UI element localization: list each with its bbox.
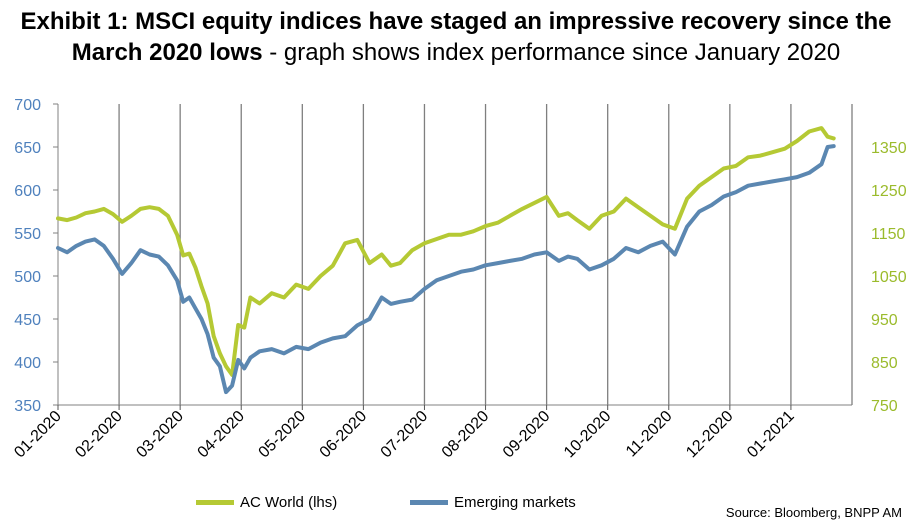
x-axis-ticks: 01-2020 02-2020 03-2020 04-2020 05-2020 06-20…	[11, 405, 798, 461]
right-tick-label-850: 850	[871, 355, 898, 372]
left-tick-label-600: 600	[14, 183, 41, 200]
legend-swatch-emerging	[410, 500, 448, 505]
left-tick-label-450: 450	[14, 312, 41, 329]
left-tick-label-500: 500	[14, 269, 41, 286]
x-tick-label-02-2020: 02-2020	[72, 408, 126, 462]
legend-label-ac-world: AC World (lhs)	[240, 494, 338, 511]
title-line-1: Exhibit 1: MSCI equity indices have stag…	[20, 8, 892, 35]
x-tick-label-08-2020: 08-2020	[439, 408, 493, 462]
left-tick-label-700: 700	[14, 97, 41, 114]
right-axis-ticks: 750 850 950 1050 1150 1250 1350	[871, 140, 907, 415]
left-tick-label-350: 350	[14, 398, 41, 415]
right-tick-label-1250: 1250	[871, 183, 907, 200]
chart-grid	[118, 104, 853, 405]
x-tick-label-12-2020: 12-2020	[683, 408, 737, 462]
x-tick-label-05-2020: 05-2020	[256, 408, 310, 462]
x-tick-label-03-2020: 03-2020	[133, 408, 187, 462]
x-tick-label-09-2020: 09-2020	[500, 408, 554, 462]
x-tick-label-06-2020: 06-2020	[317, 408, 371, 462]
x-tick-label-01-2021: 01-2021	[744, 408, 798, 462]
legend-item-ac-world: AC World (lhs)	[196, 494, 337, 511]
legend-label-emerging: Emerging markets	[454, 494, 576, 511]
x-tick-label-01-2020: 01-2020	[11, 408, 65, 462]
chart-title: Exhibit 1: MSCI equity indices have stag…	[0, 6, 912, 68]
series-layer	[56, 126, 836, 395]
legend-swatch-ac-world	[196, 500, 234, 505]
title-line-2-bold: March 2020 lows	[71, 39, 263, 66]
legend: AC World (lhs) Emerging markets	[0, 492, 912, 518]
x-tick-label-04-2020: 04-2020	[195, 408, 249, 462]
x-tick-label-11-2020: 11-2020	[623, 408, 676, 461]
right-tick-label-1050: 1050	[871, 269, 907, 286]
right-tick-label-1150: 1150	[871, 226, 906, 243]
series-line-emerging-markets	[56, 144, 836, 395]
right-tick-label-1350: 1350	[871, 140, 907, 157]
legend-item-emerging: Emerging markets	[410, 494, 576, 511]
chart-axes	[57, 104, 852, 406]
x-tick-label-10-2020: 10-2020	[561, 408, 615, 462]
right-tick-label-950: 950	[871, 312, 898, 329]
x-tick-label-07-2020: 07-2020	[378, 408, 432, 462]
source-note: Source: Bloomberg, BNPP AM	[725, 505, 902, 520]
title-line-2-normal: - graph shows index performance since Ja…	[262, 39, 841, 66]
right-tick-label-750: 750	[871, 398, 898, 415]
series-line-ac-world	[56, 126, 836, 377]
left-tick-label-550: 550	[14, 226, 41, 243]
left-axis-ticks: 350 400 450 500 550 600 650 700	[14, 97, 58, 415]
left-tick-label-400: 400	[14, 355, 41, 372]
left-tick-label-650: 650	[14, 140, 41, 157]
